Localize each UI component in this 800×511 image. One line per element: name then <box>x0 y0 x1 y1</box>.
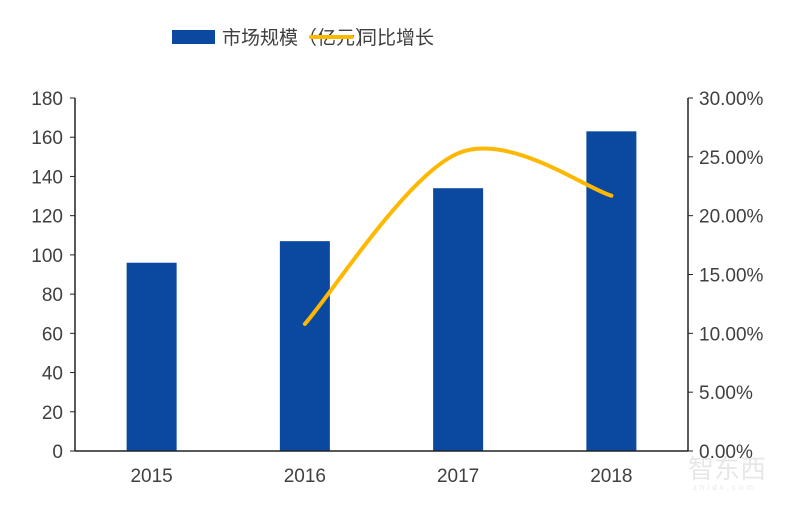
left-tick-label: 160 <box>31 128 63 149</box>
left-tick-label: 80 <box>42 285 63 306</box>
x-tick-label: 2015 <box>130 466 172 487</box>
watermark-url: zhidx.com <box>693 483 756 492</box>
bar-2015 <box>126 262 177 451</box>
legend-label-bar: 市场规模（亿元） <box>222 27 374 49</box>
watermark: 智东西 zhidx.com <box>688 454 766 492</box>
left-tick-label: 60 <box>42 324 63 345</box>
growth-line <box>302 146 614 326</box>
x-tick-label: 2016 <box>284 466 326 487</box>
left-tick-label: 180 <box>31 89 63 110</box>
bar-2018 <box>586 131 637 452</box>
right-tick-label: 20.00% <box>699 207 764 228</box>
right-tick-label: 5.00% <box>699 383 753 404</box>
left-tick-label: 40 <box>42 364 63 385</box>
left-tick-label: 120 <box>31 207 63 228</box>
legend: 市场规模（亿元） 同比增长 <box>172 27 434 49</box>
watermark-logo: 智东西 <box>688 454 766 484</box>
bar-2016 <box>279 241 330 451</box>
left-tick-label: 100 <box>31 246 63 267</box>
left-tick-label: 140 <box>31 167 63 188</box>
legend-swatch-bar <box>172 30 215 44</box>
legend-label-line: 同比增长 <box>358 27 434 49</box>
right-tick-label: 10.00% <box>699 324 764 345</box>
x-tick-label: 2018 <box>590 466 632 487</box>
right-tick-label: 30.00% <box>699 89 764 110</box>
bar-2017 <box>433 188 484 451</box>
left-tick-label: 20 <box>42 403 63 424</box>
right-tick-label: 25.00% <box>699 148 764 169</box>
right-tick-label: 15.00% <box>699 266 764 287</box>
right-tick-label: 0.00% <box>699 442 753 463</box>
x-tick-label: 2017 <box>437 466 479 487</box>
left-tick-label: 0 <box>52 442 63 463</box>
